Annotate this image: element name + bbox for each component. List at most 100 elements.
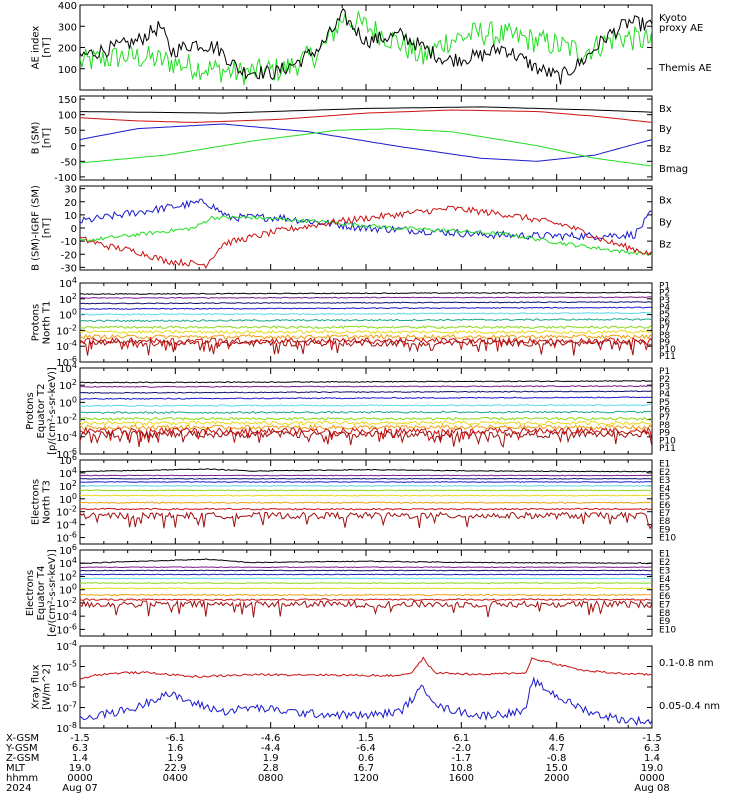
x-axis-value: -4.6 — [261, 733, 281, 744]
y-tick-label: 150 — [58, 95, 77, 106]
y-tick-label: 300 — [58, 22, 77, 33]
series-p3 — [80, 301, 652, 305]
legend-by: By — [659, 218, 672, 229]
legend-p9: P9 — [659, 338, 670, 348]
legend-p11: P11 — [659, 352, 676, 362]
x-axis-value: -0.8 — [547, 753, 567, 764]
legend-bx: Bx — [659, 104, 672, 115]
legend-p11: P11 — [659, 444, 676, 454]
series-e8 — [80, 593, 652, 597]
series-by — [80, 215, 652, 257]
x-axis-row-label: Y-GSM — [5, 743, 38, 754]
y-tick-label: 10-4 — [56, 639, 77, 653]
legend-p5: P5 — [659, 310, 670, 320]
legend-p9: P9 — [659, 429, 670, 439]
legend-kyoto: Kyoto — [659, 13, 687, 24]
legend-e7: E7 — [659, 509, 670, 519]
x-axis-value: Aug 08 — [634, 783, 669, 794]
legend-e9: E9 — [659, 525, 671, 535]
x-axis-value: -6.1 — [166, 733, 186, 744]
x-axis-value: 1.4 — [644, 753, 660, 764]
y-tick-label: 10-4 — [56, 430, 77, 444]
x-axis-row-label: 2024 — [6, 783, 31, 794]
x-axis-info: X-GSMY-GSMZ-GSMMLThhmm2024-1.56.31.419.0… — [5, 733, 670, 794]
y-tick-label: -50 — [61, 157, 77, 168]
y-tick-label: 106 — [59, 453, 77, 467]
y-tick-label: 400 — [58, 1, 77, 12]
legend-p3: P3 — [659, 296, 670, 306]
series-p6 — [80, 318, 652, 323]
y-axis-label: ElectronsNorth T3 — [31, 479, 53, 525]
x-axis-value: 1.6 — [167, 743, 183, 754]
series-e7 — [80, 587, 652, 590]
legend-0-05-0-4-nm: 0.05-0.4 nm — [659, 701, 720, 712]
series-p11 — [80, 428, 652, 448]
x-axis-value: 1600 — [449, 773, 474, 784]
legend-p6: P6 — [659, 406, 670, 416]
x-axis-value: 0.6 — [358, 753, 374, 764]
x-axis-value: 15.0 — [546, 763, 568, 774]
panel-7: 10-610-410-2100102104106ElectronsEquator… — [25, 543, 676, 637]
y-axis-label: B (SM)[nT] — [31, 121, 53, 154]
legend-e1: E1 — [659, 460, 670, 470]
y-tick-label: 0 — [71, 224, 77, 235]
series-p4 — [80, 396, 652, 400]
y-tick-label: 106 — [59, 543, 77, 557]
panel-frame — [79, 4, 653, 91]
panel-2: -100 -50 0 50 100 150 B (SM)[nT] Bx By Bz Bmag — [31, 95, 689, 184]
series-e7 — [80, 494, 652, 497]
legend-themis-ae: Themis AE — [658, 63, 712, 74]
y-tick-label: -30 — [61, 263, 77, 274]
series-p7 — [80, 325, 652, 330]
panel-frame — [79, 185, 653, 271]
panel-frame — [79, 645, 653, 729]
y-tick-label: 102 — [59, 569, 77, 583]
legend-p8: P8 — [659, 421, 670, 431]
legend-e3: E3 — [659, 567, 670, 577]
legend-p7: P7 — [659, 324, 670, 334]
legend-e8: E8 — [659, 609, 671, 619]
legend-e10: E10 — [659, 534, 676, 544]
x-axis-value: 1.5 — [358, 733, 374, 744]
y-tick-label: 10-4 — [56, 609, 77, 623]
y-tick-label: 0 — [71, 142, 77, 153]
series-e10 — [80, 599, 652, 618]
y-tick-label: 10-6 — [56, 531, 77, 545]
series-e2 — [80, 566, 652, 569]
x-axis-value: 0800 — [258, 773, 283, 784]
series-p5 — [80, 403, 652, 408]
x-axis-row-label: hhmm — [6, 773, 38, 784]
y-tick-label: 10-6 — [56, 622, 77, 636]
legend-e6: E6 — [659, 592, 671, 602]
y-tick-label: 104 — [59, 556, 77, 570]
series-p4 — [80, 306, 652, 310]
y-tick-label: 10-8 — [56, 721, 77, 735]
series-e9 — [80, 598, 652, 601]
legend-bz: Bz — [659, 144, 671, 155]
series-e6 — [80, 582, 652, 585]
legend-bz: Bz — [659, 240, 671, 251]
y-tick-label: 100 — [59, 583, 77, 597]
x-axis-value: -6.4 — [356, 743, 376, 754]
series-p9 — [80, 424, 652, 431]
series-e1 — [80, 468, 652, 473]
series-bx — [80, 198, 652, 242]
series-e8 — [80, 501, 652, 504]
series-p1 — [80, 291, 652, 295]
x-axis-row-label: X-GSM — [6, 733, 39, 744]
y-tick-label: 104 — [59, 276, 77, 290]
y-axis-label: Xray flux[W/m^2] — [31, 664, 53, 710]
legend-p6: P6 — [659, 317, 670, 327]
legend-e10: E10 — [659, 626, 676, 636]
series-e2 — [80, 474, 652, 477]
x-axis-value: 0000 — [639, 773, 664, 784]
x-axis-row-label: Z-GSM — [6, 753, 39, 764]
y-tick-label: 10-2 — [56, 505, 77, 519]
series-kyoto-proxy-ae — [80, 11, 652, 86]
legend-e5: E5 — [659, 583, 670, 593]
series-bz — [80, 109, 652, 123]
